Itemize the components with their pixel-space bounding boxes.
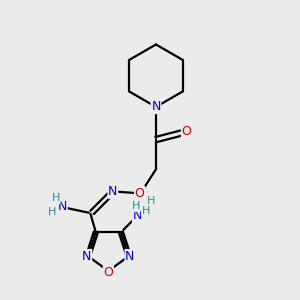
Text: O: O [135,187,145,200]
Text: N: N [82,250,92,263]
Text: H: H [52,193,60,203]
Text: N: N [125,250,135,263]
Text: N: N [133,209,142,222]
Text: H: H [147,196,155,206]
Text: N: N [151,100,160,113]
Text: H: H [48,207,56,218]
Text: H: H [141,206,150,216]
Text: O: O [182,125,191,138]
Text: N: N [108,185,118,198]
Text: H: H [132,201,140,212]
Text: O: O [103,266,113,279]
Text: N: N [58,200,67,213]
